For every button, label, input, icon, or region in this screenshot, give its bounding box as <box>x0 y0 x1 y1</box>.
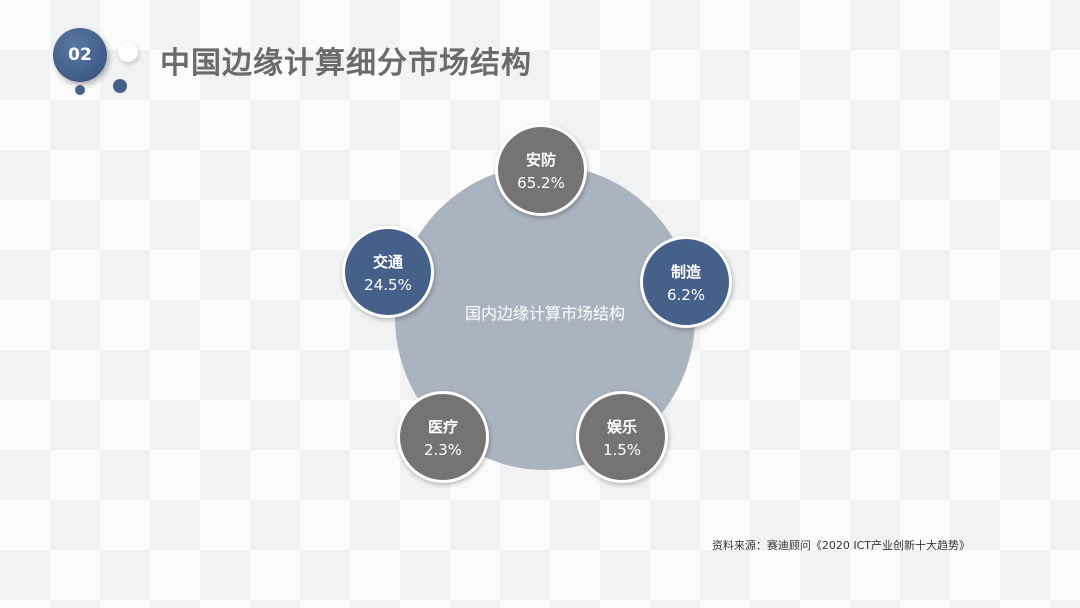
node-transport: 交通 24.5% <box>342 226 434 318</box>
decor-dot-small <box>75 85 85 95</box>
node-value: 6.2% <box>666 285 706 304</box>
node-value: 65.2% <box>517 173 565 192</box>
node-name: 交通 <box>372 252 403 271</box>
node-manufacturing: 制造 6.2% <box>640 236 732 328</box>
node-name: 安防 <box>525 150 556 169</box>
node-value: 1.5% <box>602 440 642 459</box>
section-number: 02 <box>68 45 92 65</box>
node-value: 2.3% <box>423 440 463 459</box>
node-name: 娱乐 <box>606 417 637 436</box>
node-name: 医疗 <box>427 417 458 436</box>
node-name: 制造 <box>670 262 701 281</box>
node-medical: 医疗 2.3% <box>397 391 489 483</box>
center-label: 国内边缘计算市场结构 <box>464 304 625 323</box>
source-note: 资料来源：赛迪顾问《2020 ICT产业创新十大趋势》 <box>711 539 970 552</box>
section-number-badge: 02 <box>53 28 107 82</box>
node-value: 24.5% <box>364 275 412 294</box>
page-title: 中国边缘计算细分市场结构 <box>160 46 532 81</box>
decor-dot-white <box>118 42 138 62</box>
node-security: 安防 65.2% <box>495 124 587 216</box>
node-entertainment: 娱乐 1.5% <box>576 391 668 483</box>
decor-dot-medium <box>113 79 127 93</box>
